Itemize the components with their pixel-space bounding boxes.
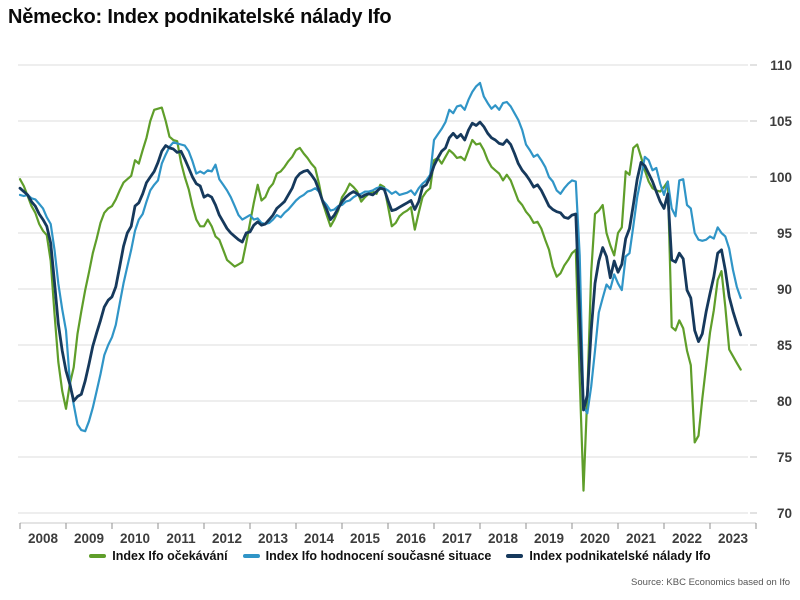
legend-swatch-icon (89, 554, 107, 558)
y-tick-label: 90 (777, 282, 792, 297)
y-tick-label: 85 (777, 338, 793, 353)
x-tick-label: 2021 (626, 531, 657, 546)
legend-swatch-icon (242, 554, 260, 558)
legend-item-0: Index Ifo očekávání (89, 549, 228, 563)
legend-swatch-icon (506, 554, 524, 558)
y-tick-label: 100 (769, 170, 792, 185)
series-line-0 (18, 106, 742, 492)
x-tick-label: 2014 (304, 531, 335, 546)
legend-label: Index podnikatelské nálady Ifo (529, 549, 711, 563)
x-tick-label: 2022 (672, 531, 702, 546)
x-tick-label: 2011 (166, 531, 196, 546)
y-tick-label: 95 (777, 226, 793, 241)
legend-item-2: Index podnikatelské nálady Ifo (506, 549, 711, 563)
series-line-2 (18, 120, 743, 412)
y-tick-label: 75 (777, 450, 793, 465)
y-tick-label: 70 (777, 506, 792, 521)
x-tick-label: 2020 (580, 531, 610, 546)
series-line-1 (18, 81, 742, 433)
x-tick-label: 2012 (212, 531, 242, 546)
y-tick-label: 80 (777, 394, 792, 409)
x-tick-label: 2016 (396, 531, 427, 546)
y-tick-label: 110 (770, 58, 792, 73)
legend-label: Index Ifo očekávání (112, 549, 228, 563)
x-tick-label: 2009 (74, 531, 104, 546)
x-tick-label: 2010 (120, 531, 150, 546)
x-tick-label: 2023 (718, 531, 749, 546)
legend-item-1: Index Ifo hodnocení současné situace (242, 549, 492, 563)
y-tick-label: 105 (769, 114, 792, 129)
x-tick-label: 2008 (28, 531, 59, 546)
x-tick-label: 2019 (534, 531, 564, 546)
legend-label: Index Ifo hodnocení současné situace (265, 549, 492, 563)
x-tick-label: 2013 (258, 531, 289, 546)
x-tick-label: 2018 (488, 531, 519, 546)
source-attribution: Source: KBC Economics based on Ifo (631, 577, 790, 588)
x-tick-label: 2017 (442, 531, 472, 546)
chart-legend: Index Ifo očekávání Index Ifo hodnocení s… (0, 549, 800, 563)
chart-title: Německo: Index podnikatelské nálady Ifo (8, 6, 392, 28)
x-tick-label: 2015 (350, 531, 381, 546)
